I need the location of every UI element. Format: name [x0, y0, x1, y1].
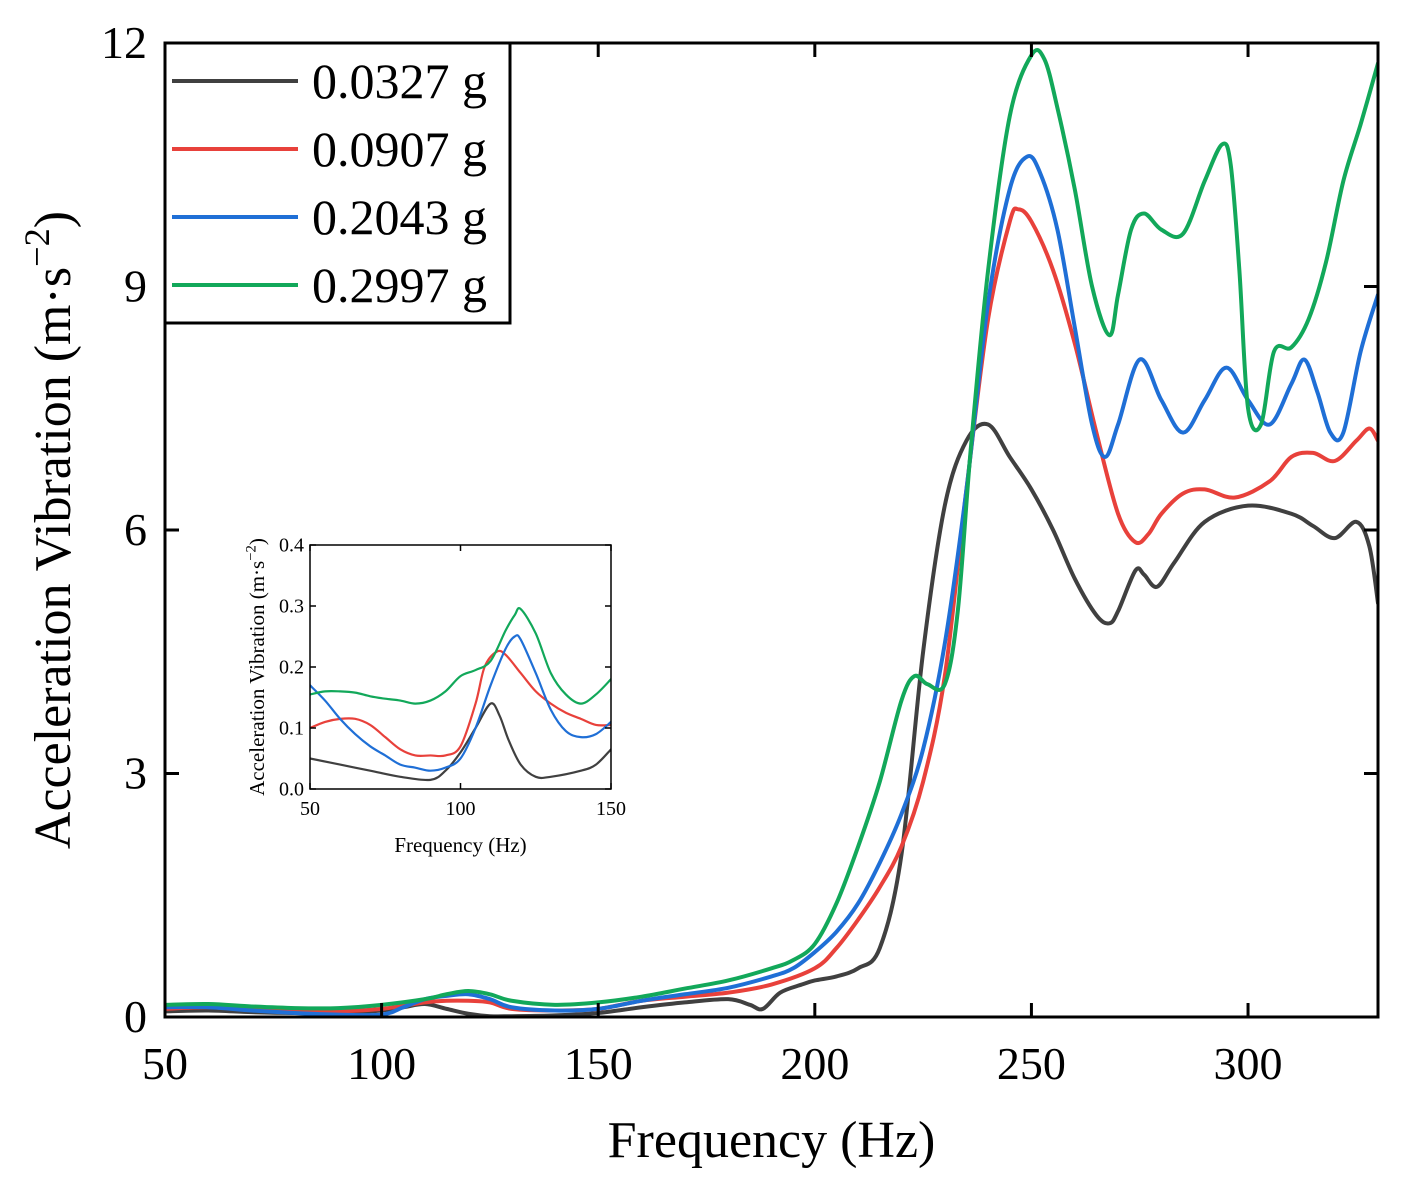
inset-y-tick-label-4: 0.4 — [279, 535, 304, 557]
main-series-line-3 — [165, 48, 1378, 1011]
inset-y-tick-label-2: 0.2 — [279, 657, 304, 679]
main-x-tick-label-4: 250 — [997, 1038, 1066, 1089]
inset-x-axis-label: Frequency (Hz) — [394, 833, 526, 857]
legend-label-1: 0.0907 g — [312, 121, 487, 177]
inset-series-line-0 — [310, 702, 611, 782]
inset-y-axis-label: Acceleration Vibration (m·s−2) — [244, 538, 269, 796]
inset-series-line-1 — [310, 649, 611, 758]
inset-series-line-3 — [310, 607, 611, 705]
inset-y-tick-label-0: 0.0 — [279, 779, 304, 801]
legend-label-2: 0.2043 g — [312, 189, 487, 245]
main-x-tick-label-1: 100 — [347, 1038, 416, 1089]
main-y-tick-label-4: 12 — [101, 17, 147, 68]
main-series-line-0 — [165, 421, 1378, 1017]
legend-label-3: 0.2997 g — [312, 257, 487, 313]
legend-label-0: 0.0327 g — [312, 53, 487, 109]
main-x-tick-label-3: 200 — [780, 1038, 849, 1089]
inset-x-tick-label-0: 50 — [300, 798, 320, 820]
main-y-tick-label-2: 6 — [124, 504, 147, 555]
inset-y-tick-label-1: 0.1 — [279, 718, 304, 740]
inset-series-group — [310, 607, 611, 782]
main-series-group — [165, 48, 1378, 1017]
main-x-tick-label-2: 150 — [564, 1038, 633, 1089]
inset-chart: 50 100 150 0.0 0.1 0.2 0.3 0.4 Frequency (Hz) Acc… — [244, 535, 626, 857]
main-y-axis-label: Acceleration Vibration (m·s−2) — [17, 211, 82, 849]
inset-x-tick-label-1: 100 — [446, 798, 476, 820]
main-series-line-2 — [165, 154, 1378, 1017]
main-chart: 50 100 150 200 250 300 0 3 6 9 12 Frequency (Hz) Acc… — [17, 17, 1380, 1169]
main-series-line-1 — [165, 206, 1378, 1014]
main-x-tick-label-0: 50 — [142, 1038, 188, 1089]
inset-y-tick-label-3: 0.3 — [279, 596, 304, 618]
legend: 0.0327 g 0.0907 g 0.2043 g 0.2997 g — [163, 41, 512, 325]
main-x-tick-label-5: 300 — [1214, 1038, 1283, 1089]
main-y-tick-label-0: 0 — [124, 991, 147, 1042]
inset-x-tick-label-2: 150 — [596, 798, 626, 820]
inset-series-line-2 — [310, 634, 611, 772]
main-y-tick-label-3: 9 — [124, 261, 147, 312]
legend-box — [163, 41, 512, 325]
main-x-axis-label: Frequency (Hz) — [608, 1112, 936, 1169]
main-y-tick-label-1: 3 — [124, 748, 147, 799]
